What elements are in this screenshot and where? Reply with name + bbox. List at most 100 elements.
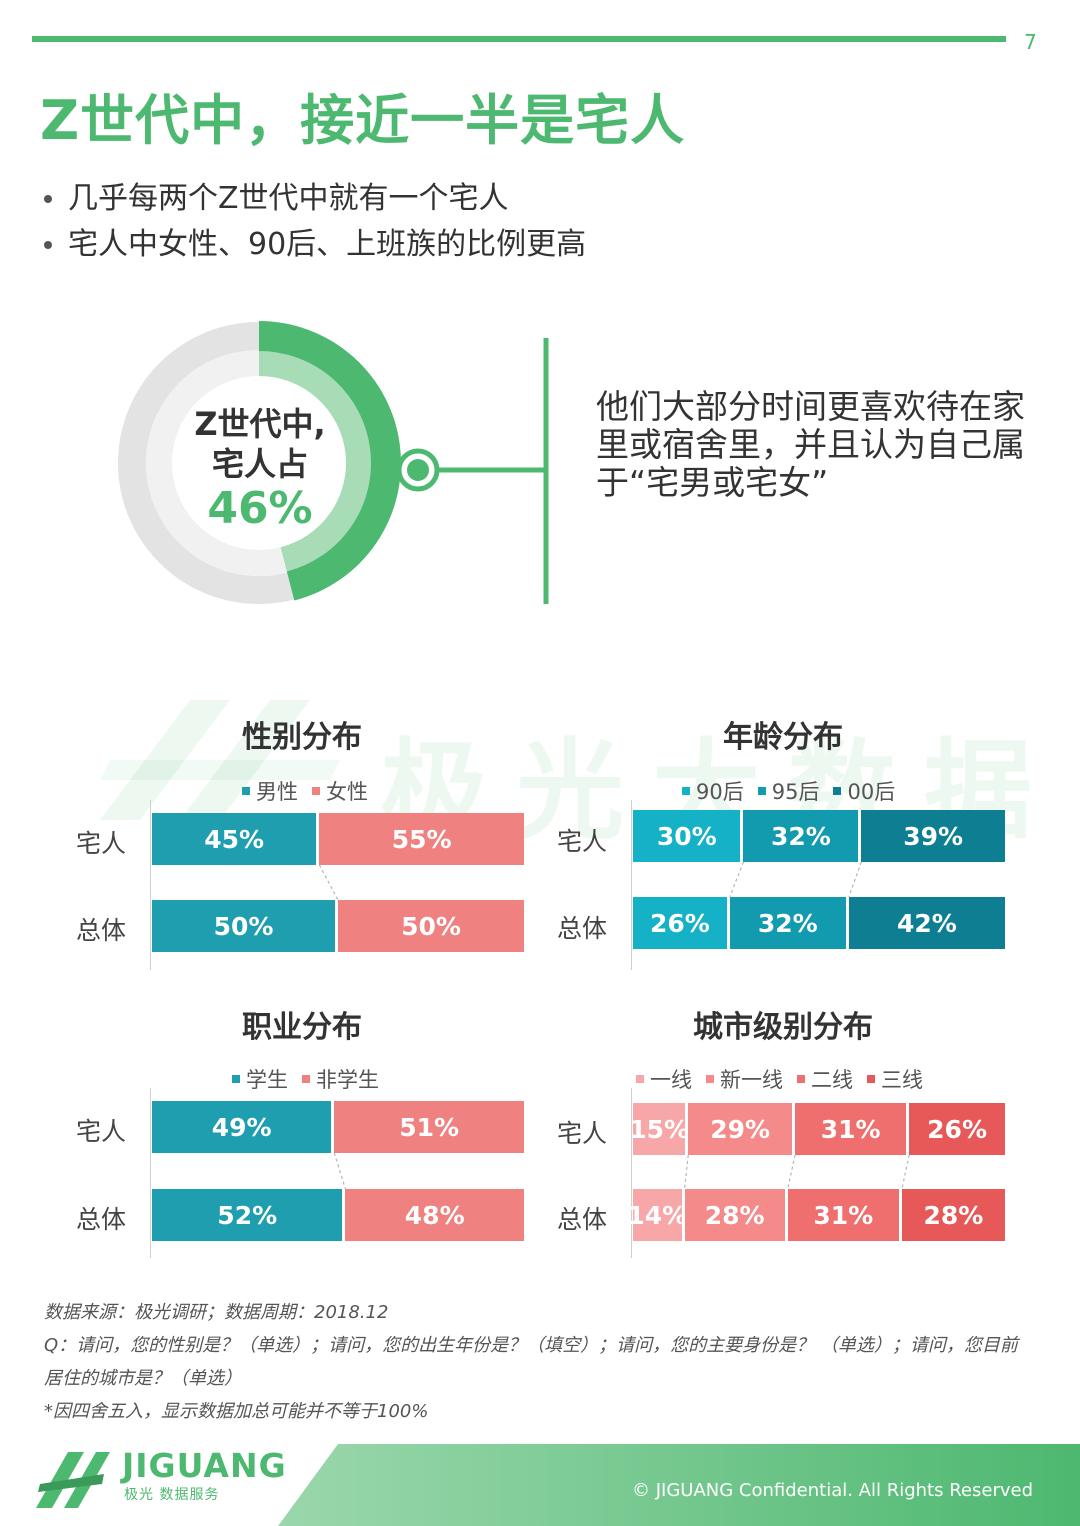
chart-legend: 学生 非学生 <box>232 1064 393 1094</box>
bar-segment: 15% <box>629 1103 689 1155</box>
donut-label-line1: Z世代中, <box>194 405 326 443</box>
bullet-list: 几乎每两个Z世代中就有一个宅人 宅人中女性、90后、上班族的比例更高 <box>44 176 586 268</box>
connector-line <box>333 1153 347 1189</box>
legend-swatch <box>833 787 842 795</box>
source-notes: 数据来源：极光调研；数据周期：2018.12 Q：请问，您的性别是？（单选）；请… <box>44 1296 1044 1428</box>
bar-segment: 26% <box>633 897 730 949</box>
stacked-bar: 50% 50% <box>152 900 524 952</box>
legend-item: 一线 <box>636 1064 692 1094</box>
logo-tagline: 极光 数据服务 <box>124 1487 220 1503</box>
stacked-bar: 45% 55% <box>152 813 524 865</box>
bar-segment: 32% <box>729 897 849 949</box>
bullet-text: 几乎每两个Z世代中就有一个宅人 <box>68 181 509 216</box>
bar-segment: 50% <box>338 900 524 952</box>
bar-segment: 14% <box>627 1189 687 1241</box>
bar-segment: 31% <box>795 1103 910 1155</box>
legend-item: 女性 <box>312 776 368 806</box>
chart-title: 城市级别分布 <box>693 1010 873 1045</box>
legend-label: 90后 <box>696 780 744 804</box>
bullet-item: 几乎每两个Z世代中就有一个宅人 <box>44 176 586 222</box>
legend-label: 非学生 <box>316 1068 379 1092</box>
source-line: 数据来源：极光调研；数据周期：2018.12 <box>44 1302 389 1323</box>
footer-band <box>278 1444 1080 1526</box>
chart-axis <box>150 1088 151 1258</box>
rounding-note: *因四舍五入，显示数据加总可能并不等于100% <box>44 1401 429 1422</box>
bar-connectors <box>729 862 862 897</box>
bar-connectors <box>318 865 339 900</box>
legend-label: 男性 <box>256 780 298 804</box>
page-number: 7 <box>1024 30 1037 54</box>
legend-label: 学生 <box>246 1068 288 1092</box>
bar-segment: 51% <box>334 1101 524 1153</box>
stacked-bar: 14% 28% 31% 28% <box>627 1189 1005 1241</box>
bar-segment: 29% <box>688 1103 796 1155</box>
legend-item: 95后 <box>757 776 820 806</box>
bar-segment: 32% <box>743 810 862 862</box>
watermark-logo-icon <box>100 700 340 820</box>
stacked-bar: 15% 29% 31% 26% <box>629 1103 1005 1155</box>
stacked-bar: 52% 48% <box>152 1189 524 1241</box>
legend-item: 新一线 <box>706 1064 783 1094</box>
top-rule <box>32 36 1006 42</box>
bar-connectors <box>333 1153 347 1189</box>
connector-line <box>318 865 339 900</box>
chart-legend: 90后 95后 00后 <box>682 776 909 806</box>
legend-swatch <box>797 1075 805 1083</box>
legend-item: 二线 <box>797 1064 853 1094</box>
connector-line <box>787 1155 796 1189</box>
bullet-dot-icon <box>44 241 52 249</box>
legend-swatch <box>757 787 766 795</box>
row-label: 总体 <box>557 914 608 943</box>
row-label: 总体 <box>76 1205 127 1234</box>
stacked-bar: 26% 32% 42% <box>633 897 1005 949</box>
legend-swatch <box>232 1075 240 1083</box>
bar-segment: 55% <box>319 813 524 865</box>
legend-label: 95后 <box>771 780 820 804</box>
donut-center-text: Z世代中, 宅人占 46% <box>160 404 360 534</box>
chart-title: 职业分布 <box>242 1010 362 1045</box>
bar-segment: 26% <box>909 1103 1005 1155</box>
bar-segment: 28% <box>684 1189 788 1241</box>
row-label: 宅人 <box>557 827 608 856</box>
legend-item: 男性 <box>242 776 298 806</box>
question-line: 居住的城市是？（单选） <box>44 1368 242 1389</box>
chart-legend: 一线 新一线 二线 三线 <box>636 1064 937 1094</box>
chart-axis <box>631 1088 632 1258</box>
bar-segment: 42% <box>848 897 1005 949</box>
bar-segment: 50% <box>152 900 338 952</box>
chart-axis <box>150 800 151 970</box>
row-label: 宅人 <box>557 1119 608 1148</box>
legend-label: 新一线 <box>720 1068 783 1092</box>
donut-label-line2: 宅人占 <box>211 445 308 483</box>
page-title: Z世代中，接近一半是宅人 <box>40 89 686 152</box>
bar-segment: 49% <box>152 1101 335 1153</box>
connector-line <box>901 1155 910 1189</box>
chart-legend: 男性 女性 <box>242 776 382 806</box>
copyright-text: © JIGUANG Confidential. All Rights Reser… <box>632 1480 1033 1501</box>
legend-label: 00后 <box>847 780 896 804</box>
jiguang-logo-icon <box>36 1452 110 1508</box>
legend-item: 90后 <box>682 776 744 806</box>
legend-swatch <box>312 787 320 795</box>
bullet-text: 宅人中女性、90后、上班族的比例更高 <box>68 227 587 262</box>
logo-wordmark: JIGUANG <box>122 1446 287 1485</box>
bar-segment: 28% <box>901 1189 1005 1241</box>
legend-swatch <box>682 787 690 795</box>
chart-title: 年龄分布 <box>723 720 843 755</box>
row-label: 总体 <box>557 1205 608 1234</box>
legend-swatch <box>636 1075 644 1083</box>
donut-connector-knob-center <box>407 459 429 481</box>
legend-item: 非学生 <box>302 1064 379 1094</box>
connector-line <box>683 1155 689 1189</box>
bar-segment: 30% <box>633 810 744 862</box>
legend-item: 00后 <box>833 776 895 806</box>
bullet-item: 宅人中女性、90后、上班族的比例更高 <box>44 222 586 268</box>
stacked-bar: 49% 51% <box>152 1101 524 1153</box>
row-label: 宅人 <box>76 1117 127 1146</box>
chart-axis <box>631 800 632 970</box>
row-label: 总体 <box>76 916 127 945</box>
legend-item: 三线 <box>867 1064 923 1094</box>
stacked-bar: 30% 32% 39% <box>633 810 1005 862</box>
legend-label: 三线 <box>881 1068 923 1092</box>
legend-label: 一线 <box>650 1068 692 1092</box>
